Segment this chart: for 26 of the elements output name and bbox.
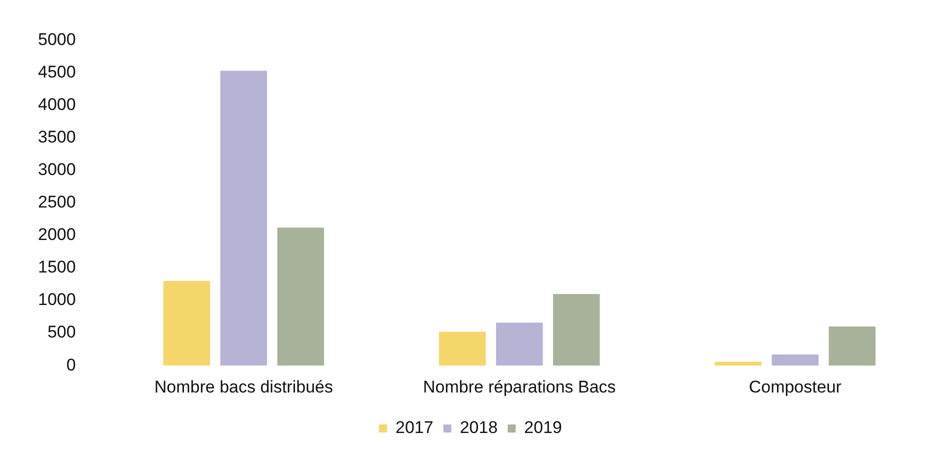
y-tick-label: 4500 [38,62,76,82]
bar [163,280,210,366]
bar [277,228,324,366]
legend-label: 2017 [396,418,434,438]
y-tick-label: 3000 [38,160,76,180]
bar [828,326,876,366]
legend-label: 2019 [524,418,562,438]
y-tick-label: 0 [66,355,76,374]
y-tick-label: 2500 [38,192,76,212]
bar [553,294,600,366]
bar [220,70,268,366]
x-tick-label: Composteur [748,377,842,396]
y-tick-label: 2000 [38,225,76,244]
y-tick-label: 5000 [38,30,76,49]
bar [496,322,543,366]
bar [772,354,818,366]
y-tick-label: 3500 [38,128,76,147]
y-tick-label: 1000 [38,290,76,310]
legend-label: 2018 [460,418,498,438]
bar [439,332,486,366]
bar [714,362,762,366]
y-tick-label: 500 [47,322,76,342]
y-tick-label: 4000 [38,94,76,114]
x-tick-label: Nombre bacs distribués [154,377,333,396]
x-tick-label: Nombre réparations Bacs [423,377,616,396]
y-tick-label: 1500 [38,258,76,277]
